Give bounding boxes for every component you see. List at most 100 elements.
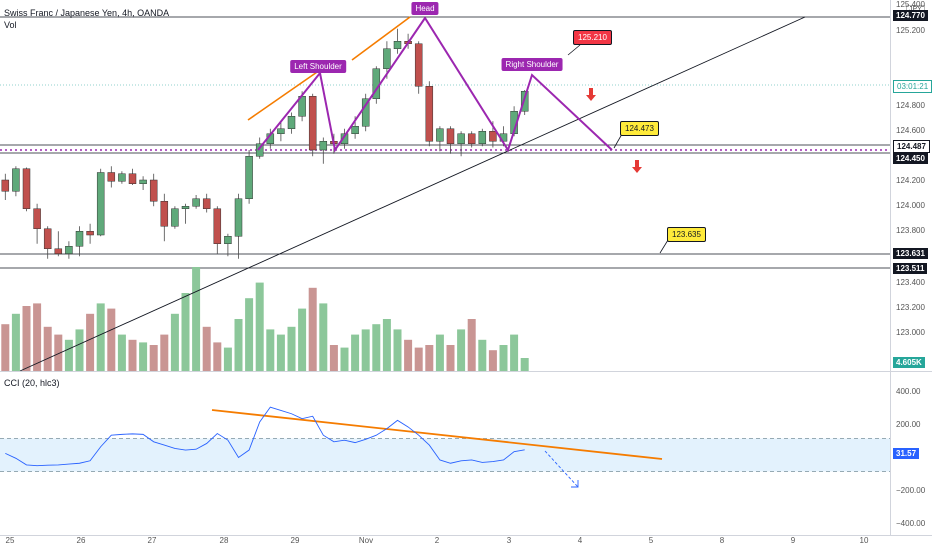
candle-body (277, 128, 285, 134)
cci-tick: −400.00 (896, 519, 926, 528)
candle-body (192, 198, 200, 207)
volume-bar (510, 334, 519, 371)
ascending-trend-line (19, 16, 806, 372)
candle-body (107, 172, 116, 182)
volume-bar (361, 329, 370, 371)
volume-bar (499, 345, 508, 371)
price-tag-neckline-upper: 124.487 (893, 140, 930, 153)
down-arrow-head (586, 95, 596, 101)
candle-body (520, 91, 529, 112)
candle-body (202, 198, 211, 209)
time-tick: 29 (290, 536, 300, 545)
candle-body (436, 128, 444, 142)
volume-bar (457, 329, 466, 371)
volume-bar (170, 313, 179, 371)
left-shoulder-label[interactable]: Left Shoulder (290, 60, 346, 73)
volume-bar (287, 326, 296, 371)
volume-bar (1, 324, 10, 371)
support-price-callout[interactable]: 123.635 (667, 227, 706, 242)
volume-bar (467, 319, 476, 371)
right-shoulder-label[interactable]: Right Shoulder (501, 58, 563, 71)
candle-body (308, 96, 317, 151)
volume-bar (43, 326, 52, 371)
time-tick: 3 (506, 536, 512, 545)
price-tick: 123.200 (896, 303, 925, 312)
candle-body (478, 131, 487, 144)
volume-bar (393, 329, 402, 371)
volume-bar (181, 293, 190, 371)
candle-body (128, 173, 137, 184)
candle-body (446, 128, 455, 144)
candle-body (319, 141, 328, 151)
price-tick: 125.400 (896, 0, 925, 9)
price-tick: 124.600 (896, 126, 925, 135)
candle-body (149, 179, 158, 202)
cci-label[interactable]: CCI (20, hlc3) (4, 378, 60, 388)
candle-body (181, 206, 190, 209)
volume-bar (149, 345, 158, 371)
head-trendline (351, 16, 411, 61)
volume-label: Vol (4, 20, 17, 30)
volume-bar (75, 329, 84, 371)
time-tick: 10 (859, 536, 869, 545)
symbol-title[interactable]: Swiss Franc / Japanese Yen, 4h, OANDA (4, 8, 170, 18)
candle-body (340, 133, 349, 144)
volume-bar (117, 334, 126, 371)
candle-body (224, 236, 232, 244)
candle-body (1, 179, 10, 192)
volume-bar (266, 329, 275, 371)
candle-body (213, 208, 222, 244)
volume-bar (276, 334, 285, 371)
volume-bar (64, 339, 73, 371)
volume-bar (107, 308, 116, 371)
cci-value-tag: 31.57 (893, 448, 920, 459)
candle-body (414, 43, 423, 87)
time-tick: 9 (790, 536, 796, 545)
candle-body (457, 133, 465, 144)
time-tick: 26 (76, 536, 86, 545)
volume-bar (128, 339, 137, 371)
time-tick: 4 (577, 536, 583, 545)
cci-projection-line (544, 450, 579, 488)
candle-body (96, 172, 105, 236)
candle-body (393, 41, 402, 49)
time-tick: 25 (5, 536, 15, 545)
price-tick: 123.800 (896, 226, 925, 235)
price-tag-support-lower: 123.511 (893, 263, 928, 274)
neckline-price-callout[interactable]: 124.473 (620, 121, 659, 136)
volume-bar (213, 342, 222, 371)
target-price-callout[interactable]: 125.210 (573, 30, 612, 45)
target-callout-pointer (567, 44, 581, 56)
candle-body (139, 179, 147, 184)
time-axis-separator (0, 535, 932, 536)
volume-bar (33, 303, 42, 371)
time-tick: 28 (219, 536, 229, 545)
volume-bar (351, 334, 360, 371)
volume-bar (308, 287, 317, 371)
candle-body (255, 143, 264, 157)
volume-bar (139, 342, 148, 371)
candle-body (12, 168, 20, 192)
price-tag-neckline-lower: 124.450 (893, 153, 928, 164)
price-axis-divider (890, 0, 891, 536)
volume-bar (425, 345, 434, 371)
price-tick: 123.000 (896, 328, 925, 337)
volume-bar (223, 347, 232, 371)
volume-bar (382, 319, 391, 371)
volume-bar (446, 345, 455, 371)
candle-body (160, 201, 169, 227)
price-tag-support-upper: 123.631 (893, 248, 928, 259)
volume-bar (255, 282, 264, 371)
pane-separator-price-cci[interactable] (0, 371, 932, 372)
candle-body (383, 48, 391, 69)
volume-bar (404, 339, 413, 371)
volume-bar (160, 334, 169, 371)
volume-bar (488, 350, 497, 371)
time-tick: 5 (648, 536, 654, 545)
left-shoulder-trendline (247, 69, 321, 121)
candle-body (361, 98, 370, 127)
volume-bar (86, 313, 95, 371)
head-label[interactable]: Head (411, 2, 439, 15)
candle-body (467, 133, 476, 144)
